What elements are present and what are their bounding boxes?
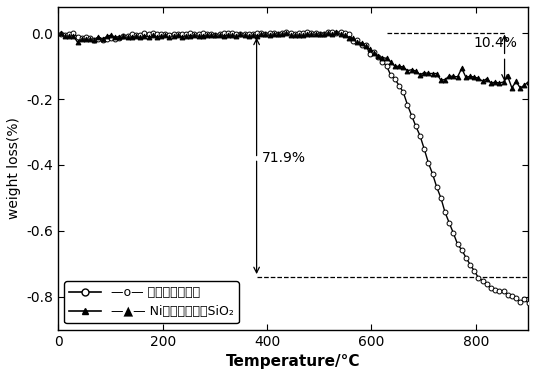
X-axis label: Temperature/°C: Temperature/°C	[226, 354, 361, 369]
Text: 71.9%: 71.9%	[262, 152, 306, 165]
Y-axis label: weight loss(%): weight loss(%)	[7, 117, 21, 219]
Text: 10.4%: 10.4%	[473, 36, 517, 50]
Legend: —o— 镍硅酸盐空心球, —▲— Ni－镍硅酸盐－SiO₂: —o— 镍硅酸盐空心球, —▲— Ni－镍硅酸盐－SiO₂	[65, 281, 239, 323]
